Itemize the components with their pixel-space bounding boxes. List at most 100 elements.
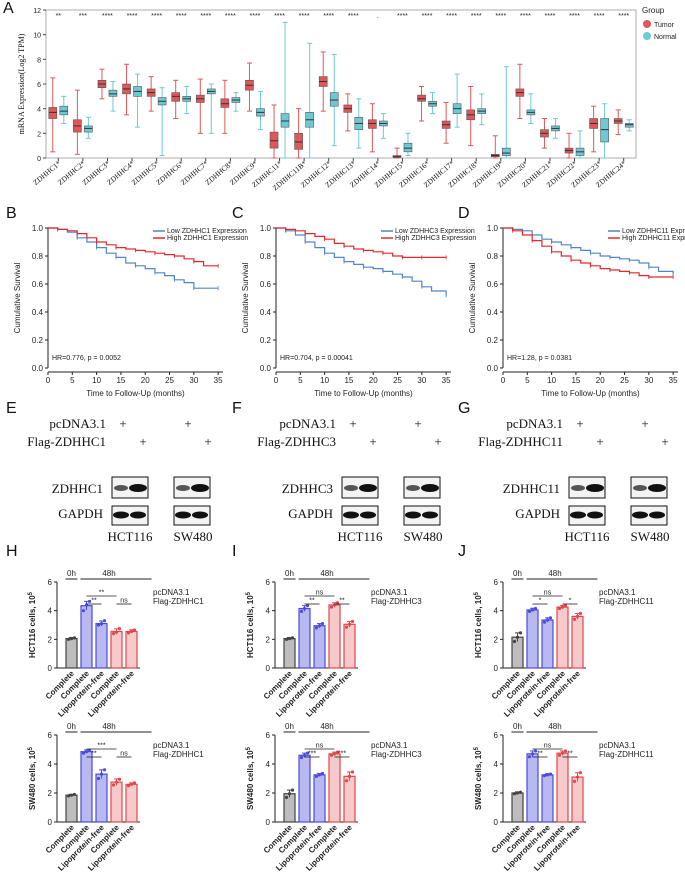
y-axis-label: SW480 cells, 105 bbox=[28, 746, 37, 810]
survival-chart-c: 0.0 0.2 0.4 0.6 0.8 1.0 0 5 10 15 20 25 30 35 Time to … bbox=[241, 224, 476, 398]
y-tick-label: 0.0 bbox=[32, 364, 44, 373]
data-point bbox=[96, 623, 101, 627]
y-tick-label: 1.0 bbox=[487, 224, 499, 233]
tumor-box bbox=[441, 102, 451, 144]
tumor-box bbox=[171, 79, 181, 120]
tumor-box bbox=[589, 105, 598, 153]
hr-annotation: HR=0.704, p = 0.00041 bbox=[280, 355, 353, 362]
y-tick-label: 0.4 bbox=[32, 308, 44, 317]
data-point bbox=[284, 637, 289, 641]
bar bbox=[298, 607, 311, 669]
data-point bbox=[287, 792, 292, 796]
band bbox=[405, 511, 421, 519]
cell-line-label: SW480 bbox=[174, 529, 213, 544]
y-tick-label: 4 bbox=[266, 607, 271, 616]
x-tick-label: 20 bbox=[369, 376, 378, 385]
y-tick-label: 4 bbox=[266, 760, 271, 769]
data-point bbox=[350, 619, 355, 624]
hr-annotation: HR=1.28, p = 0.0381 bbox=[507, 355, 572, 362]
box-iqr bbox=[220, 98, 230, 108]
treatment-row-label: pcDNA3.1 bbox=[279, 416, 336, 431]
data-point bbox=[114, 780, 119, 784]
y-tick-label: 6 bbox=[48, 731, 53, 740]
y-tick-label: 6 bbox=[494, 731, 499, 740]
x-tick-label: 15 bbox=[344, 376, 353, 385]
cell-line-label: SW480 bbox=[631, 529, 670, 544]
tumor-box bbox=[122, 63, 131, 116]
legend-label: High ZDHHC11 Expression bbox=[622, 235, 685, 242]
band-label: GAPDH bbox=[58, 506, 103, 521]
y-tick-label: 0 bbox=[494, 818, 499, 827]
normal-box bbox=[305, 42, 314, 159]
y-tick-label: 2 bbox=[48, 635, 53, 644]
significance-label: **** bbox=[225, 13, 236, 20]
time-label: 48h bbox=[320, 569, 333, 578]
legend-label: Low ZDHHC11 Expression bbox=[622, 228, 685, 235]
data-point bbox=[81, 751, 86, 755]
significance-label: **** bbox=[569, 13, 580, 20]
y-tick-label: 2 bbox=[494, 635, 499, 644]
x-tick-label: 30 bbox=[189, 376, 198, 385]
y-axis-label-exponent: 5 bbox=[474, 591, 480, 595]
significance-label: ** bbox=[309, 598, 315, 605]
bar bbox=[313, 625, 326, 669]
data-point bbox=[111, 632, 116, 636]
data-point bbox=[111, 783, 116, 787]
y-tick-label: 0.8 bbox=[487, 252, 499, 261]
time-label: 0h bbox=[67, 722, 76, 731]
data-point bbox=[320, 771, 325, 776]
data-point bbox=[114, 630, 119, 634]
cell-line-label: HCT116 bbox=[107, 529, 153, 544]
data-point bbox=[515, 635, 520, 639]
y-tick-label: 1.0 bbox=[32, 224, 44, 233]
data-point bbox=[518, 790, 523, 794]
x-tick-label: 10 bbox=[320, 376, 329, 385]
box-iqr bbox=[403, 142, 413, 153]
y-axis-label: mRNA Expression(Log2 TPM) bbox=[17, 33, 26, 134]
data-point bbox=[575, 614, 580, 619]
significance-label: ns bbox=[120, 751, 128, 758]
data-point bbox=[533, 749, 538, 753]
y-tick-label: 0 bbox=[37, 156, 41, 163]
data-point bbox=[563, 604, 568, 608]
legend-label: pcDNA3.1 bbox=[371, 741, 408, 750]
significance-label: *** bbox=[97, 743, 105, 750]
bar bbox=[541, 619, 554, 669]
plus-sign: + bbox=[204, 434, 211, 449]
plus-sign: + bbox=[661, 434, 668, 449]
data-point bbox=[84, 750, 89, 754]
x-axis-label: Time to Follow-Up (months) bbox=[541, 389, 640, 398]
x-tick-label: 20 bbox=[596, 376, 605, 385]
tumor-box bbox=[97, 68, 107, 100]
data-point bbox=[290, 636, 295, 640]
legend-label: pcDNA3.1 bbox=[599, 741, 636, 750]
x-tick-label: 25 bbox=[165, 376, 174, 385]
data-point bbox=[72, 636, 77, 640]
data-point bbox=[557, 753, 562, 757]
data-point bbox=[99, 772, 104, 776]
data-point bbox=[87, 748, 92, 752]
band bbox=[114, 485, 128, 491]
y-tick-label: 4 bbox=[37, 107, 41, 114]
y-tick-label: 0.6 bbox=[260, 280, 272, 289]
time-label: 0h bbox=[513, 722, 522, 731]
bar bbox=[110, 781, 123, 823]
data-point bbox=[542, 774, 547, 778]
legend-label: pcDNA3.1 bbox=[153, 588, 190, 597]
significance-label: **** bbox=[618, 13, 629, 20]
data-point bbox=[545, 773, 550, 777]
significance-label: ** bbox=[56, 13, 62, 20]
normal-box bbox=[280, 21, 290, 159]
survival-curve-high bbox=[503, 227, 674, 278]
box-iqr bbox=[59, 105, 69, 116]
data-point bbox=[335, 601, 340, 605]
plus-sign: + bbox=[349, 416, 356, 431]
significance-label: **** bbox=[520, 13, 531, 20]
data-point bbox=[132, 628, 137, 632]
y-tick-label: 2 bbox=[48, 789, 53, 798]
significance-label: **** bbox=[127, 13, 138, 20]
normal-box bbox=[354, 98, 364, 149]
panel-label-a: A bbox=[3, 0, 14, 17]
band bbox=[632, 511, 648, 519]
